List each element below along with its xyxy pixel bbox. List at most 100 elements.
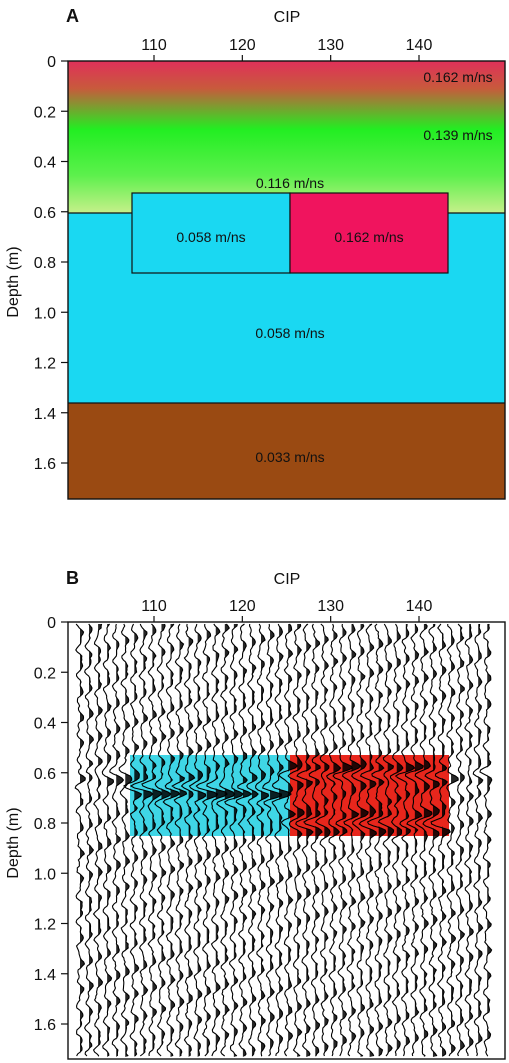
trace-fill xyxy=(387,624,394,1057)
trace xyxy=(118,623,133,1057)
trace xyxy=(430,623,452,1057)
panel-b-x-ticks: 110 120 130 140 xyxy=(141,598,432,622)
panel-b-y-axis-label: Depth (m) xyxy=(5,807,22,878)
y-tick-label: 1.6 xyxy=(34,1017,56,1034)
trace xyxy=(224,623,244,1057)
y-tick-label: 0.2 xyxy=(34,104,56,121)
y-tick-label: 1.0 xyxy=(34,305,56,322)
trace xyxy=(92,623,104,1057)
y-tick-label: 0.4 xyxy=(34,716,56,733)
x-tick-label: 140 xyxy=(406,598,433,615)
trace xyxy=(455,623,466,1057)
trace-fill xyxy=(143,624,153,1057)
trace xyxy=(154,623,172,1057)
trace-fill xyxy=(215,624,228,1057)
velocity-label-mid: 0.116 m/ns xyxy=(256,175,324,191)
panel-b: B CIP Depth (m) 110 120 130 140 00.20.40.60… xyxy=(5,568,506,1060)
trace-fill xyxy=(342,624,353,1057)
panel-a: A CIP Depth (m) 0.162 m/ns 0.139 m/ns 0.… xyxy=(5,6,506,500)
trace xyxy=(314,623,331,1057)
trace-fill xyxy=(242,624,252,1057)
trace-fill xyxy=(487,624,492,1057)
trace xyxy=(216,623,236,1057)
trace-fill xyxy=(378,624,386,1057)
y-tick-label: 0.8 xyxy=(34,816,56,833)
trace xyxy=(141,623,163,1057)
layer-top-gradient xyxy=(68,61,505,213)
trace-fill xyxy=(351,624,361,1057)
trace xyxy=(171,623,188,1057)
trace-fill xyxy=(134,624,142,1057)
trace xyxy=(366,623,387,1057)
trace xyxy=(422,623,440,1057)
y-tick-label: 0.6 xyxy=(34,205,56,222)
trace-fill xyxy=(170,624,180,1057)
wiggle-traces xyxy=(74,623,493,1057)
trace xyxy=(235,623,253,1057)
trace-fill xyxy=(423,624,432,1057)
y-tick-label: 0.4 xyxy=(34,155,56,172)
trace xyxy=(303,623,323,1057)
trace xyxy=(287,623,305,1057)
trace-fill xyxy=(469,624,474,1057)
panel-b-letter: B xyxy=(66,568,79,588)
trace xyxy=(446,623,459,1057)
y-tick-label: 0.8 xyxy=(34,255,56,272)
trace xyxy=(129,623,154,1057)
trace xyxy=(295,623,314,1057)
trace xyxy=(479,623,493,1057)
trace xyxy=(123,623,143,1057)
trace xyxy=(472,623,484,1057)
trace xyxy=(278,623,299,1057)
velocity-label-upper: 0.139 m/ns xyxy=(423,127,492,143)
x-tick-label: 140 xyxy=(406,37,433,54)
trace xyxy=(162,623,181,1057)
trace xyxy=(188,623,207,1057)
trace xyxy=(358,623,377,1057)
trace xyxy=(195,623,219,1057)
y-tick-label: 1.6 xyxy=(34,456,56,473)
x-tick-label: 130 xyxy=(317,598,344,615)
trace xyxy=(394,623,416,1057)
panel-a-letter: A xyxy=(66,6,79,26)
panel-a-frame xyxy=(67,60,506,500)
x-tick-label: 110 xyxy=(141,598,167,615)
velocity-label-box-left: 0.058 m/ns xyxy=(176,229,245,245)
x-tick-label: 110 xyxy=(141,37,167,54)
trace-fill xyxy=(80,624,86,1057)
trace xyxy=(325,623,342,1057)
trace xyxy=(271,623,292,1057)
velocity-label-top: 0.162 m/ns xyxy=(423,69,492,85)
velocity-label-box-right: 0.162 m/ns xyxy=(334,229,403,245)
x-tick-label: 120 xyxy=(229,598,256,615)
trace xyxy=(414,623,433,1057)
layer-bottom xyxy=(68,403,505,499)
trace xyxy=(262,623,283,1057)
y-tick-label: 1.2 xyxy=(34,356,56,373)
trace xyxy=(350,623,369,1057)
trace xyxy=(83,623,95,1057)
trace xyxy=(255,623,270,1057)
y-tick-label: 0.2 xyxy=(34,665,56,682)
anomaly-box-right xyxy=(289,192,449,274)
velocity-label-lower: 0.058 m/ns xyxy=(255,325,324,341)
trace xyxy=(332,623,354,1057)
y-tick-label: 0 xyxy=(47,54,56,71)
trace xyxy=(246,623,259,1057)
trace-fill xyxy=(360,624,369,1057)
trace-fill xyxy=(324,624,331,1057)
trace-fill xyxy=(442,624,451,1057)
trace xyxy=(389,623,404,1057)
panel-b-x-axis-label: CIP xyxy=(274,571,301,588)
trace xyxy=(74,623,86,1057)
panel-a-y-axis-label: Depth (m) xyxy=(5,246,22,317)
panel-a-x-axis-label: CIP xyxy=(274,9,301,26)
panel-b-y-ticks: 0 0.2 0.4 0.6 0.8 1.0 1.2 1.4 1.6 xyxy=(34,615,68,1034)
trace xyxy=(109,623,125,1057)
trace-fill xyxy=(152,624,162,1057)
y-tick-label: 1.4 xyxy=(34,406,56,423)
anomaly-box-left xyxy=(131,192,291,274)
trace-fill xyxy=(315,624,323,1057)
y-tick-label: 1.2 xyxy=(34,917,56,934)
